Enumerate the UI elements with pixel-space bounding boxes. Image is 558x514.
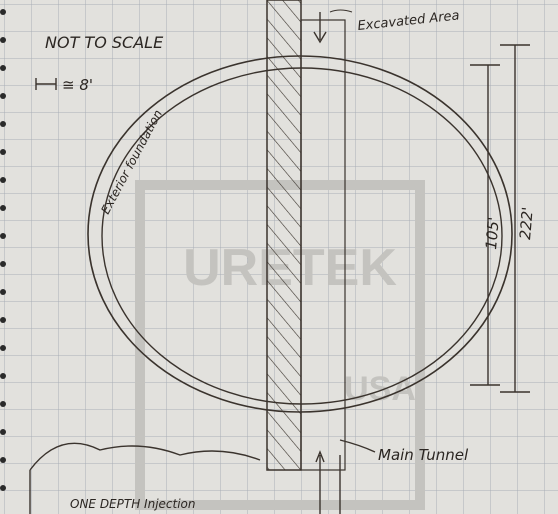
sketch: URETEK USA NOT TO SCALE ≅ 8' Excavated A… xyxy=(0,0,558,514)
label-injection: ONE DEPTH Injection xyxy=(70,497,196,511)
scale-legend: ≅ 8' xyxy=(62,76,93,94)
label-inner-dim: 105' xyxy=(482,216,503,250)
label-outer-dim: 222' xyxy=(516,206,537,240)
label-main-tunnel: Main Tunnel xyxy=(378,446,469,464)
scale-note: NOT TO SCALE xyxy=(45,33,164,52)
